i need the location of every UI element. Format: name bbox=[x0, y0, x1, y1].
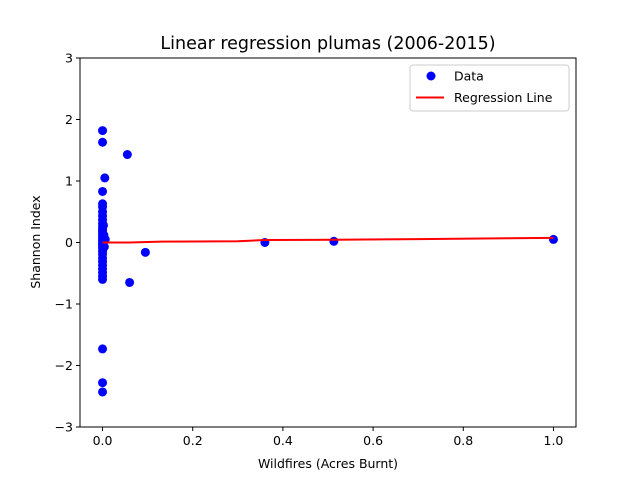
data-point bbox=[98, 137, 108, 147]
regression-line bbox=[102, 236, 554, 244]
x-tick-label: 0.4 bbox=[273, 433, 293, 448]
data-point bbox=[548, 234, 558, 244]
data-point bbox=[100, 173, 110, 183]
legend-data-label: Data bbox=[454, 69, 484, 84]
x-tick-label: 0.0 bbox=[93, 433, 113, 448]
y-tick-label: 3 bbox=[65, 51, 73, 66]
y-tick-label: 2 bbox=[65, 112, 73, 127]
y-tick-label: −1 bbox=[55, 297, 73, 312]
y-tick-label: −2 bbox=[55, 358, 73, 373]
data-point bbox=[99, 242, 109, 252]
data-point bbox=[329, 236, 339, 246]
chart-title: Linear regression plumas (2006-2015) bbox=[160, 34, 495, 54]
x-axis-label: Wildfires (Acres Burnt) bbox=[258, 456, 398, 471]
plot-area bbox=[98, 126, 558, 397]
y-tick-label: 1 bbox=[65, 174, 73, 189]
data-point bbox=[125, 277, 135, 287]
data-point bbox=[98, 387, 108, 397]
data-point bbox=[98, 274, 108, 284]
x-axis: 0.0 0.2 0.4 0.6 0.8 1.0 bbox=[93, 427, 564, 448]
x-tick-label: 0.6 bbox=[363, 433, 383, 448]
y-tick-label: 0 bbox=[65, 235, 73, 250]
x-tick-label: 0.8 bbox=[453, 433, 473, 448]
y-axis-label: Shannon Index bbox=[28, 195, 43, 288]
legend: Data Regression Line bbox=[409, 64, 570, 112]
y-axis: −3 −2 −1 0 1 2 3 bbox=[55, 51, 80, 435]
x-tick-label: 1.0 bbox=[544, 433, 564, 448]
legend-regression-label: Regression Line bbox=[454, 90, 553, 105]
data-point bbox=[98, 186, 108, 196]
data-point bbox=[122, 150, 132, 160]
y-tick-label: −3 bbox=[55, 420, 73, 435]
legend-data-marker bbox=[426, 71, 436, 81]
data-point bbox=[98, 220, 108, 230]
data-point bbox=[98, 378, 108, 388]
legend-box bbox=[409, 64, 570, 112]
data-point bbox=[98, 344, 108, 354]
x-tick-label: 0.2 bbox=[183, 433, 203, 448]
data-point bbox=[98, 126, 108, 136]
data-point bbox=[140, 247, 150, 257]
